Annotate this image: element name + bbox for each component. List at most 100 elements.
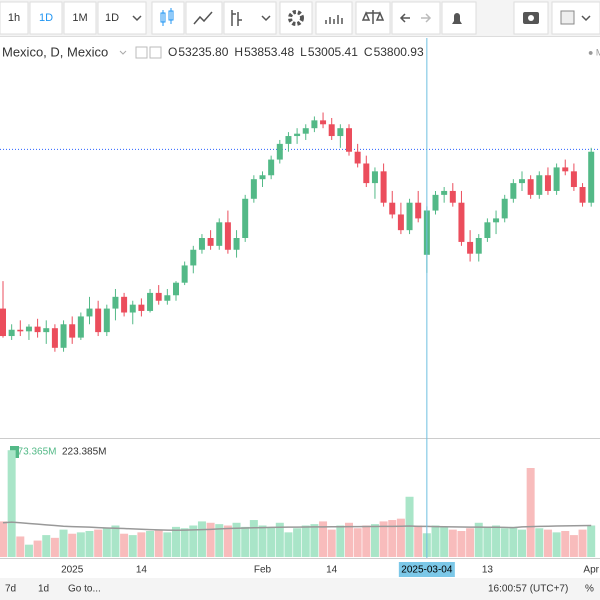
volume-bar bbox=[172, 526, 180, 557]
interval-label: 1D bbox=[39, 12, 53, 24]
volume-ma-value: 223.385M bbox=[62, 447, 106, 458]
volume-bar bbox=[336, 525, 345, 557]
candle-body bbox=[536, 175, 543, 195]
volume-bar bbox=[16, 536, 25, 557]
volume-bar bbox=[137, 532, 146, 557]
volume-bar bbox=[431, 525, 440, 557]
volume-bar bbox=[396, 518, 405, 557]
candle-body bbox=[432, 194, 439, 211]
volume-button[interactable] bbox=[315, 1, 353, 35]
legend-icon bbox=[135, 46, 148, 59]
volume-bar bbox=[249, 520, 258, 557]
candle-body bbox=[207, 238, 214, 246]
candle-body bbox=[449, 190, 456, 203]
interval-button[interactable] bbox=[63, 1, 97, 35]
volume-bar bbox=[587, 525, 596, 557]
ohlc-label: C bbox=[364, 45, 373, 59]
undo-icon bbox=[399, 13, 410, 23]
volume-bar bbox=[68, 533, 77, 557]
compare-icon bbox=[231, 10, 242, 26]
volume-bar bbox=[267, 526, 276, 557]
candle-body bbox=[60, 324, 67, 348]
indicators-button[interactable] bbox=[185, 1, 223, 35]
candles-icon bbox=[160, 8, 174, 26]
candle-body bbox=[458, 202, 465, 242]
volume-bar bbox=[275, 522, 284, 557]
candle-body bbox=[224, 222, 231, 250]
range-button[interactable]: 7d bbox=[5, 584, 16, 595]
ohlc-label: O bbox=[168, 45, 177, 59]
volume-ma-line bbox=[2, 521, 592, 532]
volume-bar bbox=[327, 529, 336, 557]
volume-value: 173.365M bbox=[12, 447, 56, 458]
camera-lens bbox=[528, 15, 534, 21]
volume-bar bbox=[310, 524, 319, 557]
volume-bar bbox=[293, 528, 302, 557]
volume-bar bbox=[0, 521, 7, 557]
volume-bar bbox=[492, 525, 501, 557]
color-swatch bbox=[560, 10, 575, 25]
candle-body bbox=[173, 282, 179, 296]
crosshair-label: 2025-03-04 bbox=[401, 565, 453, 576]
candle-body bbox=[164, 295, 171, 301]
volume-bar bbox=[197, 521, 206, 557]
candle-body bbox=[190, 249, 197, 266]
goto-button[interactable]: Go to... bbox=[68, 584, 101, 595]
candle-body bbox=[95, 308, 102, 333]
volume-icon bbox=[325, 15, 343, 24]
volume-bar bbox=[457, 530, 466, 557]
undo-redo[interactable] bbox=[391, 1, 441, 35]
volume-bar bbox=[223, 525, 232, 557]
volume-bar bbox=[379, 521, 388, 557]
candle-body bbox=[579, 187, 586, 203]
volume-bar bbox=[284, 532, 293, 557]
candle-body bbox=[475, 238, 482, 254]
candle-body bbox=[467, 241, 474, 254]
x-tick-label: Feb bbox=[254, 565, 272, 576]
volume-bar bbox=[569, 535, 578, 557]
chart-style-button[interactable] bbox=[151, 1, 185, 35]
interval-button[interactable] bbox=[29, 1, 63, 35]
candle-body bbox=[553, 167, 560, 191]
candle-body bbox=[181, 265, 188, 283]
candle-body bbox=[268, 159, 275, 176]
percent-toggle[interactable]: % bbox=[585, 584, 594, 595]
interval-button[interactable] bbox=[0, 1, 29, 35]
candle-body bbox=[121, 296, 128, 313]
volume-bar bbox=[578, 529, 587, 557]
indicator-icon bbox=[193, 11, 213, 25]
candle-body bbox=[233, 238, 240, 250]
range-button[interactable]: 1d bbox=[38, 584, 49, 595]
volume-bar bbox=[241, 526, 250, 557]
candle-body bbox=[259, 175, 266, 180]
candle-body bbox=[276, 143, 283, 160]
bottom-bar bbox=[0, 578, 600, 600]
candle-body bbox=[147, 292, 154, 311]
candle-body bbox=[112, 296, 119, 309]
candle-body bbox=[216, 222, 223, 246]
candle-body bbox=[43, 328, 50, 333]
settings-button[interactable] bbox=[279, 1, 313, 35]
legend-more: ● M bbox=[588, 47, 600, 57]
candle-body bbox=[320, 120, 327, 125]
ohlc-value: 53853.48 bbox=[244, 45, 294, 59]
alert-icon bbox=[452, 13, 462, 24]
color-button[interactable] bbox=[551, 1, 600, 35]
volume-bar bbox=[362, 525, 371, 557]
candle-body bbox=[363, 163, 370, 184]
interval-label: 1D bbox=[105, 12, 119, 24]
volume-bar bbox=[474, 522, 483, 557]
volume-bar bbox=[33, 540, 42, 557]
clock: 16:00:57 (UTC+7) bbox=[488, 584, 568, 595]
ohlc-legend: O 53235.80 H 53853.48 L 53005.41 C 53800.93 bbox=[168, 45, 424, 59]
settings-icon bbox=[288, 10, 304, 26]
candle-body bbox=[34, 326, 41, 333]
volume-bar bbox=[388, 520, 397, 557]
candle-body bbox=[415, 202, 422, 219]
ohlc-label: H bbox=[234, 45, 243, 59]
volume-bar bbox=[483, 526, 492, 557]
candle-body bbox=[51, 328, 58, 348]
candle-body bbox=[8, 329, 15, 337]
volume-bar bbox=[440, 526, 449, 557]
